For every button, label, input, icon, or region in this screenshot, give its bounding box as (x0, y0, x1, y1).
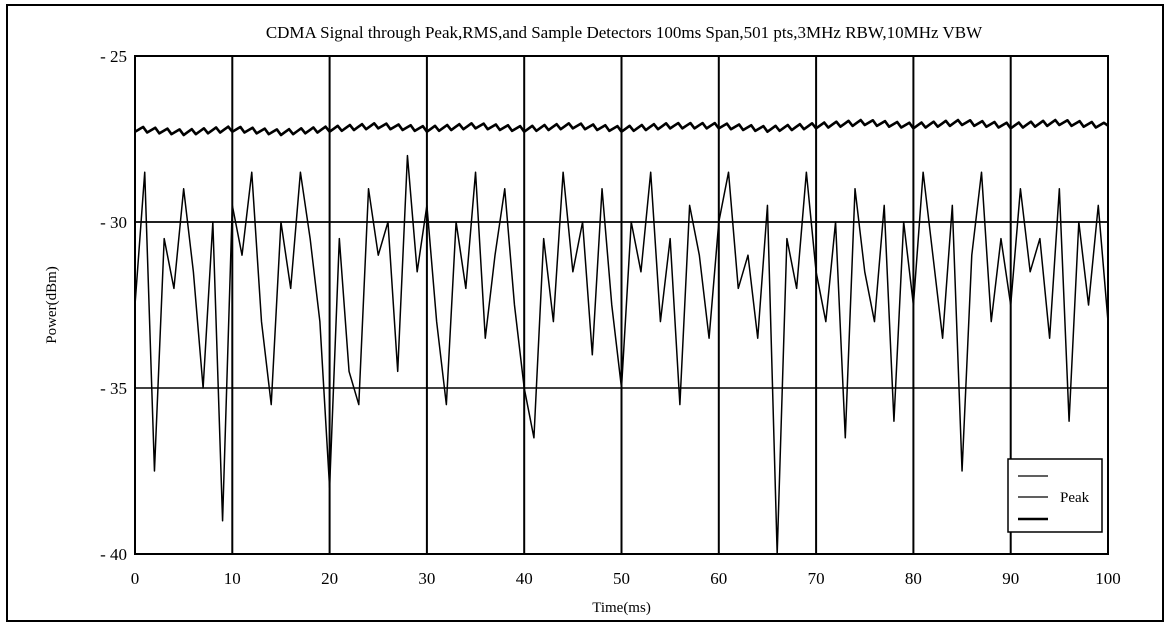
legend: Peak (1007, 458, 1103, 533)
x-tick-label: 10 (224, 569, 241, 588)
chart-svg: CDMA Signal through Peak,RMS,and Sample … (44, 23, 1121, 616)
x-tick-label: 50 (613, 569, 630, 588)
x-tick-label: 70 (808, 569, 825, 588)
y-axis-ticks: - 25 - 30 - 35 - 40 (100, 47, 127, 564)
x-tick-label: 80 (905, 569, 922, 588)
x-axis-ticks: 0 10 20 30 40 50 60 70 80 90 100 (131, 569, 1121, 588)
chart-title: CDMA Signal through Peak,RMS,and Sample … (266, 23, 983, 42)
y-tick-label: - 40 (100, 545, 127, 564)
y-tick-label: - 25 (100, 47, 127, 66)
y-tick-label: - 30 (100, 213, 127, 232)
x-tick-label: 100 (1095, 569, 1121, 588)
x-axis-label: Time(ms) (592, 600, 651, 616)
y-axis-label: Power(dBm) (44, 266, 60, 344)
sample-detector-line (134, 154, 1109, 555)
x-tick-label: 90 (1002, 569, 1019, 588)
x-tick-label: 30 (418, 569, 435, 588)
x-tick-label: 40 (516, 569, 533, 588)
chart-frame: CDMA Signal through Peak,RMS,and Sample … (6, 4, 1164, 622)
x-tick-label: 0 (131, 569, 140, 588)
plot-area-border (134, 55, 1109, 555)
series-layer (134, 118, 1109, 555)
y-tick-label: - 35 (100, 379, 127, 398)
legend-entry-label: Peak (1060, 490, 1090, 506)
peak-detector-line (134, 118, 1109, 137)
x-tick-label: 20 (321, 569, 338, 588)
x-tick-label: 60 (710, 569, 727, 588)
